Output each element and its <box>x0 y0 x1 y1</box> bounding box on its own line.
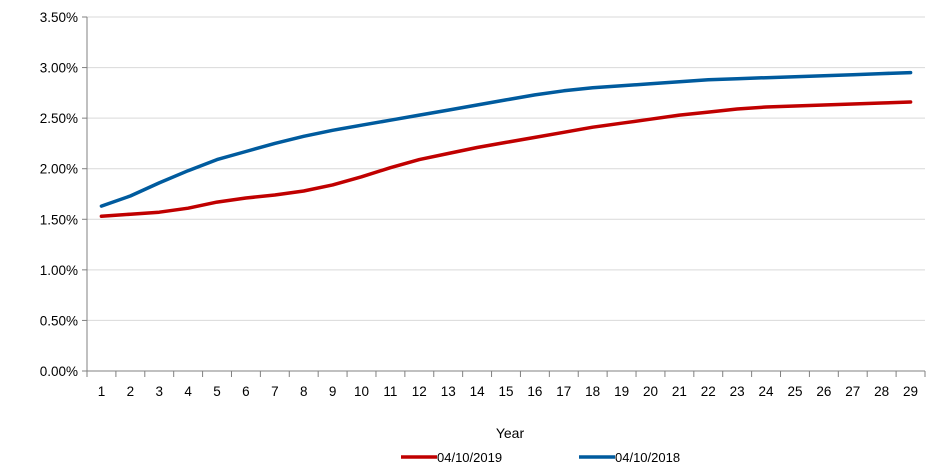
x-tick-label: 5 <box>213 384 221 399</box>
x-tick-label: 11 <box>383 384 397 399</box>
x-tick-label: 9 <box>329 384 337 399</box>
x-tick-label: 7 <box>271 384 279 399</box>
x-axis-ticks: 1 2 3 4 5 6 7 8 9 10 11 12 13 14 15 16 17 18 19 20 21 22 23 24 2… <box>86 371 926 399</box>
x-tick-label: 1 <box>98 384 106 399</box>
x-tick-label: 15 <box>498 384 513 399</box>
y-tick-label: 0.50% <box>40 313 78 328</box>
x-tick-label: 25 <box>787 384 802 399</box>
x-tick-label: 17 <box>556 384 571 399</box>
y-tick-label: 3.50% <box>40 10 78 25</box>
x-tick-label: 23 <box>730 384 745 399</box>
x-tick-label: 14 <box>470 384 486 399</box>
x-tick-label: 6 <box>242 384 250 399</box>
y-tick-label: 1.00% <box>40 263 78 278</box>
y-tick-label: 0.00% <box>40 364 78 379</box>
x-tick-label: 24 <box>759 384 775 399</box>
series-lines <box>99 70 913 219</box>
gridlines <box>87 16 925 321</box>
x-tick-label: 10 <box>354 384 369 399</box>
x-tick-label: 28 <box>874 384 889 399</box>
y-tick-label: 3.00% <box>40 61 78 76</box>
x-tick-label: 26 <box>816 384 831 399</box>
y-tick-label: 2.00% <box>40 162 78 177</box>
y-axis-ticks: 0.00% 0.50% 1.00% 1.50% 2.00% 2.50% 3.00% 3.50% <box>40 10 87 379</box>
x-tick-label: 27 <box>845 384 860 399</box>
x-axis-title: Year <box>496 425 525 441</box>
x-tick-label: 2 <box>127 384 135 399</box>
x-tick-label: 3 <box>155 384 163 399</box>
x-tick-label: 21 <box>672 384 687 399</box>
series-line-1 <box>99 100 913 219</box>
x-tick-label: 20 <box>643 384 658 399</box>
x-tick-label: 4 <box>184 384 192 399</box>
x-tick-label: 19 <box>614 384 629 399</box>
legend: 04/10/2019 04/10/2018 <box>401 450 680 465</box>
x-tick-label: 16 <box>527 384 542 399</box>
axes <box>86 17 925 372</box>
y-tick-label: 1.50% <box>40 212 78 227</box>
x-tick-label: 8 <box>300 384 308 399</box>
legend-label-1: 04/10/2019 <box>437 450 502 465</box>
legend-label-2: 04/10/2018 <box>615 450 680 465</box>
x-tick-label: 29 <box>903 384 918 399</box>
x-tick-label: 18 <box>585 384 600 399</box>
x-tick-label: 22 <box>701 384 716 399</box>
x-tick-label: 12 <box>412 384 427 399</box>
series-line-2 <box>99 70 913 208</box>
x-tick-label: 13 <box>441 384 456 399</box>
y-tick-label: 2.50% <box>40 111 78 126</box>
